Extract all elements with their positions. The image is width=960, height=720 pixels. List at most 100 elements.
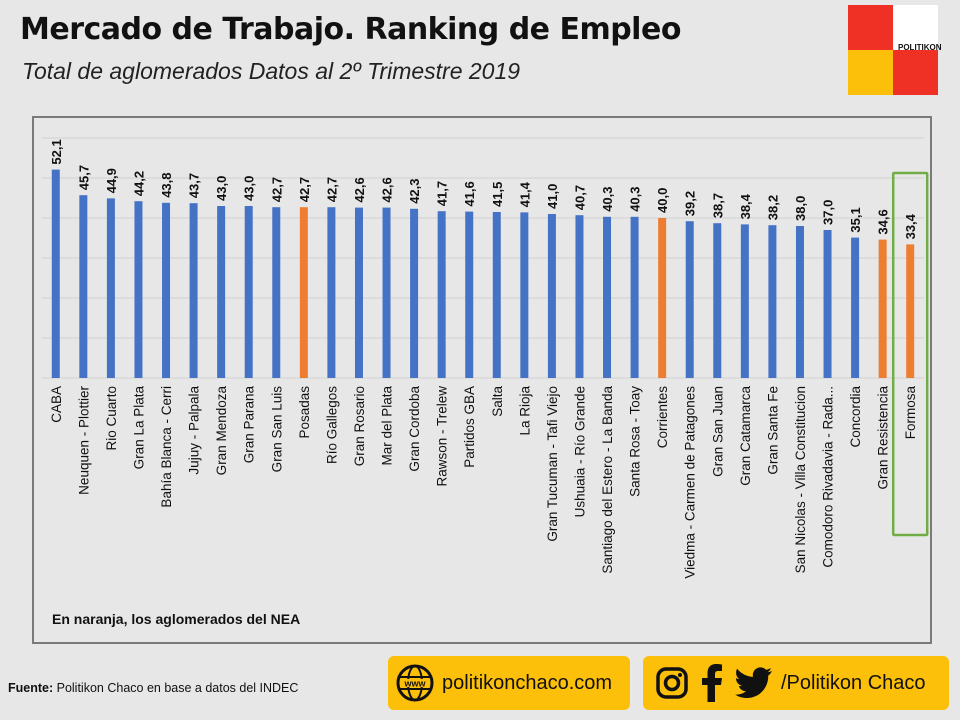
bar bbox=[299, 207, 308, 378]
data-label: 41,4 bbox=[517, 181, 532, 207]
data-label: 44,9 bbox=[104, 168, 119, 193]
bar bbox=[575, 215, 584, 378]
data-label: 38,7 bbox=[710, 193, 725, 218]
instagram-icon[interactable] bbox=[655, 666, 689, 700]
bar bbox=[272, 207, 281, 378]
data-label: 52,1 bbox=[49, 139, 64, 164]
bar bbox=[520, 212, 529, 378]
category-label: La Rioja bbox=[517, 386, 532, 436]
category-label: Gran Mendoza bbox=[214, 386, 229, 476]
category-label: Corrientes bbox=[655, 386, 670, 449]
data-label: 40,3 bbox=[628, 186, 643, 211]
data-label: 40,3 bbox=[600, 186, 615, 211]
bar bbox=[437, 211, 446, 378]
bar bbox=[740, 224, 749, 378]
data-label: 45,7 bbox=[76, 165, 91, 190]
data-label: 38,0 bbox=[793, 196, 808, 221]
bar bbox=[795, 226, 804, 378]
bar bbox=[79, 195, 88, 378]
category-label: Gran Cordoba bbox=[407, 386, 422, 472]
category-label: Rio Cuarto bbox=[104, 386, 119, 451]
category-label: Gran Santa Fe bbox=[765, 386, 780, 475]
bar bbox=[658, 218, 667, 378]
page-subtitle: Total de aglomerados Datos al 2º Trimest… bbox=[22, 58, 521, 84]
category-label: Formosa bbox=[903, 386, 918, 440]
category-label: San Nicolas - Villa Constitucion bbox=[793, 386, 808, 573]
data-label: 41,5 bbox=[490, 182, 505, 207]
category-label: Comodoro Rivadavia - Rada... bbox=[821, 386, 836, 568]
bar bbox=[630, 216, 639, 378]
category-label: Gran Rosario bbox=[352, 386, 367, 466]
nea-note: En naranja, los aglomerados del NEA bbox=[52, 611, 301, 627]
bar bbox=[823, 230, 832, 378]
data-label: 42,6 bbox=[380, 177, 395, 202]
politikon-logo: POLITIKON bbox=[848, 5, 942, 95]
logo-square-red bbox=[848, 5, 893, 50]
source-body: Politikon Chaco en base a datos del INDE… bbox=[53, 681, 299, 695]
bar bbox=[768, 225, 777, 378]
bar bbox=[162, 202, 171, 378]
social-handle[interactable]: /Politikon Chaco bbox=[781, 671, 926, 694]
bar bbox=[465, 211, 474, 378]
data-label: 38,4 bbox=[738, 193, 753, 219]
data-label: 42,6 bbox=[352, 177, 367, 202]
bar bbox=[134, 201, 143, 378]
bar bbox=[603, 216, 612, 378]
category-label: Gran Resistencia bbox=[876, 386, 891, 490]
data-label: 43,0 bbox=[214, 176, 229, 201]
data-label: 39,2 bbox=[683, 191, 698, 216]
category-label: Bahía Blanca - Cerri bbox=[159, 386, 174, 508]
logo-square-red-2 bbox=[893, 50, 938, 95]
bar-chart: 52,1 CABA 45,7 Neuquen - Plottier 44,9 Rio Cu… bbox=[42, 137, 929, 579]
data-label: 40,0 bbox=[655, 188, 670, 213]
data-label: 41,0 bbox=[545, 184, 560, 209]
bar bbox=[382, 207, 391, 378]
data-label: 42,7 bbox=[269, 177, 284, 202]
category-label: Mar del Plata bbox=[380, 386, 395, 466]
category-label: CABA bbox=[49, 386, 64, 423]
data-label: 42,7 bbox=[324, 177, 339, 202]
bar bbox=[354, 207, 363, 378]
category-label: Gran Catamarca bbox=[738, 386, 753, 486]
data-label: 41,7 bbox=[435, 181, 450, 206]
data-label: 43,0 bbox=[242, 176, 257, 201]
category-label: Posadas bbox=[297, 386, 312, 439]
category-label: Gran San Luis bbox=[269, 386, 284, 473]
twitter-icon[interactable] bbox=[735, 667, 773, 699]
data-label: 43,8 bbox=[159, 172, 174, 197]
website-link[interactable]: politikonchaco.com bbox=[442, 671, 613, 694]
category-label: Gran Tucuman - Tafi Viejo bbox=[545, 386, 560, 542]
bar bbox=[410, 208, 419, 378]
bar bbox=[851, 237, 860, 378]
category-label: Gran La Plata bbox=[131, 386, 146, 470]
data-label: 44,2 bbox=[131, 171, 146, 196]
data-label: 40,7 bbox=[572, 185, 587, 210]
bar bbox=[106, 198, 115, 378]
category-label: Gran San Juan bbox=[710, 386, 725, 477]
bar bbox=[189, 203, 198, 378]
bar bbox=[878, 239, 887, 378]
bar bbox=[906, 244, 915, 378]
data-label: 43,7 bbox=[187, 173, 202, 198]
category-label: Concordia bbox=[848, 386, 863, 448]
data-label: 41,6 bbox=[462, 181, 477, 206]
category-label: Santiago del Estero - La Banda bbox=[600, 386, 615, 574]
social-pill[interactable]: /Politikon Chaco bbox=[643, 656, 949, 710]
facebook-icon[interactable] bbox=[701, 664, 723, 702]
category-label: Viedma - Carmen de Patagones bbox=[683, 386, 698, 579]
svg-text:www: www bbox=[403, 679, 426, 689]
bar bbox=[327, 207, 336, 378]
data-label: 38,2 bbox=[765, 195, 780, 220]
bar bbox=[244, 206, 253, 378]
data-label: 33,4 bbox=[903, 213, 918, 239]
website-pill[interactable]: www politikonchaco.com bbox=[388, 656, 630, 710]
source-text: Fuente: Politikon Chaco en base a datos … bbox=[8, 681, 298, 695]
data-label: 35,1 bbox=[848, 207, 863, 232]
bar bbox=[51, 169, 60, 378]
data-label: 42,7 bbox=[297, 177, 312, 202]
category-label: Rawson - Trelew bbox=[435, 386, 450, 487]
data-label: 42,3 bbox=[407, 178, 422, 203]
bar bbox=[492, 212, 501, 378]
category-label: Gran Parana bbox=[242, 386, 257, 464]
bar bbox=[547, 214, 556, 378]
